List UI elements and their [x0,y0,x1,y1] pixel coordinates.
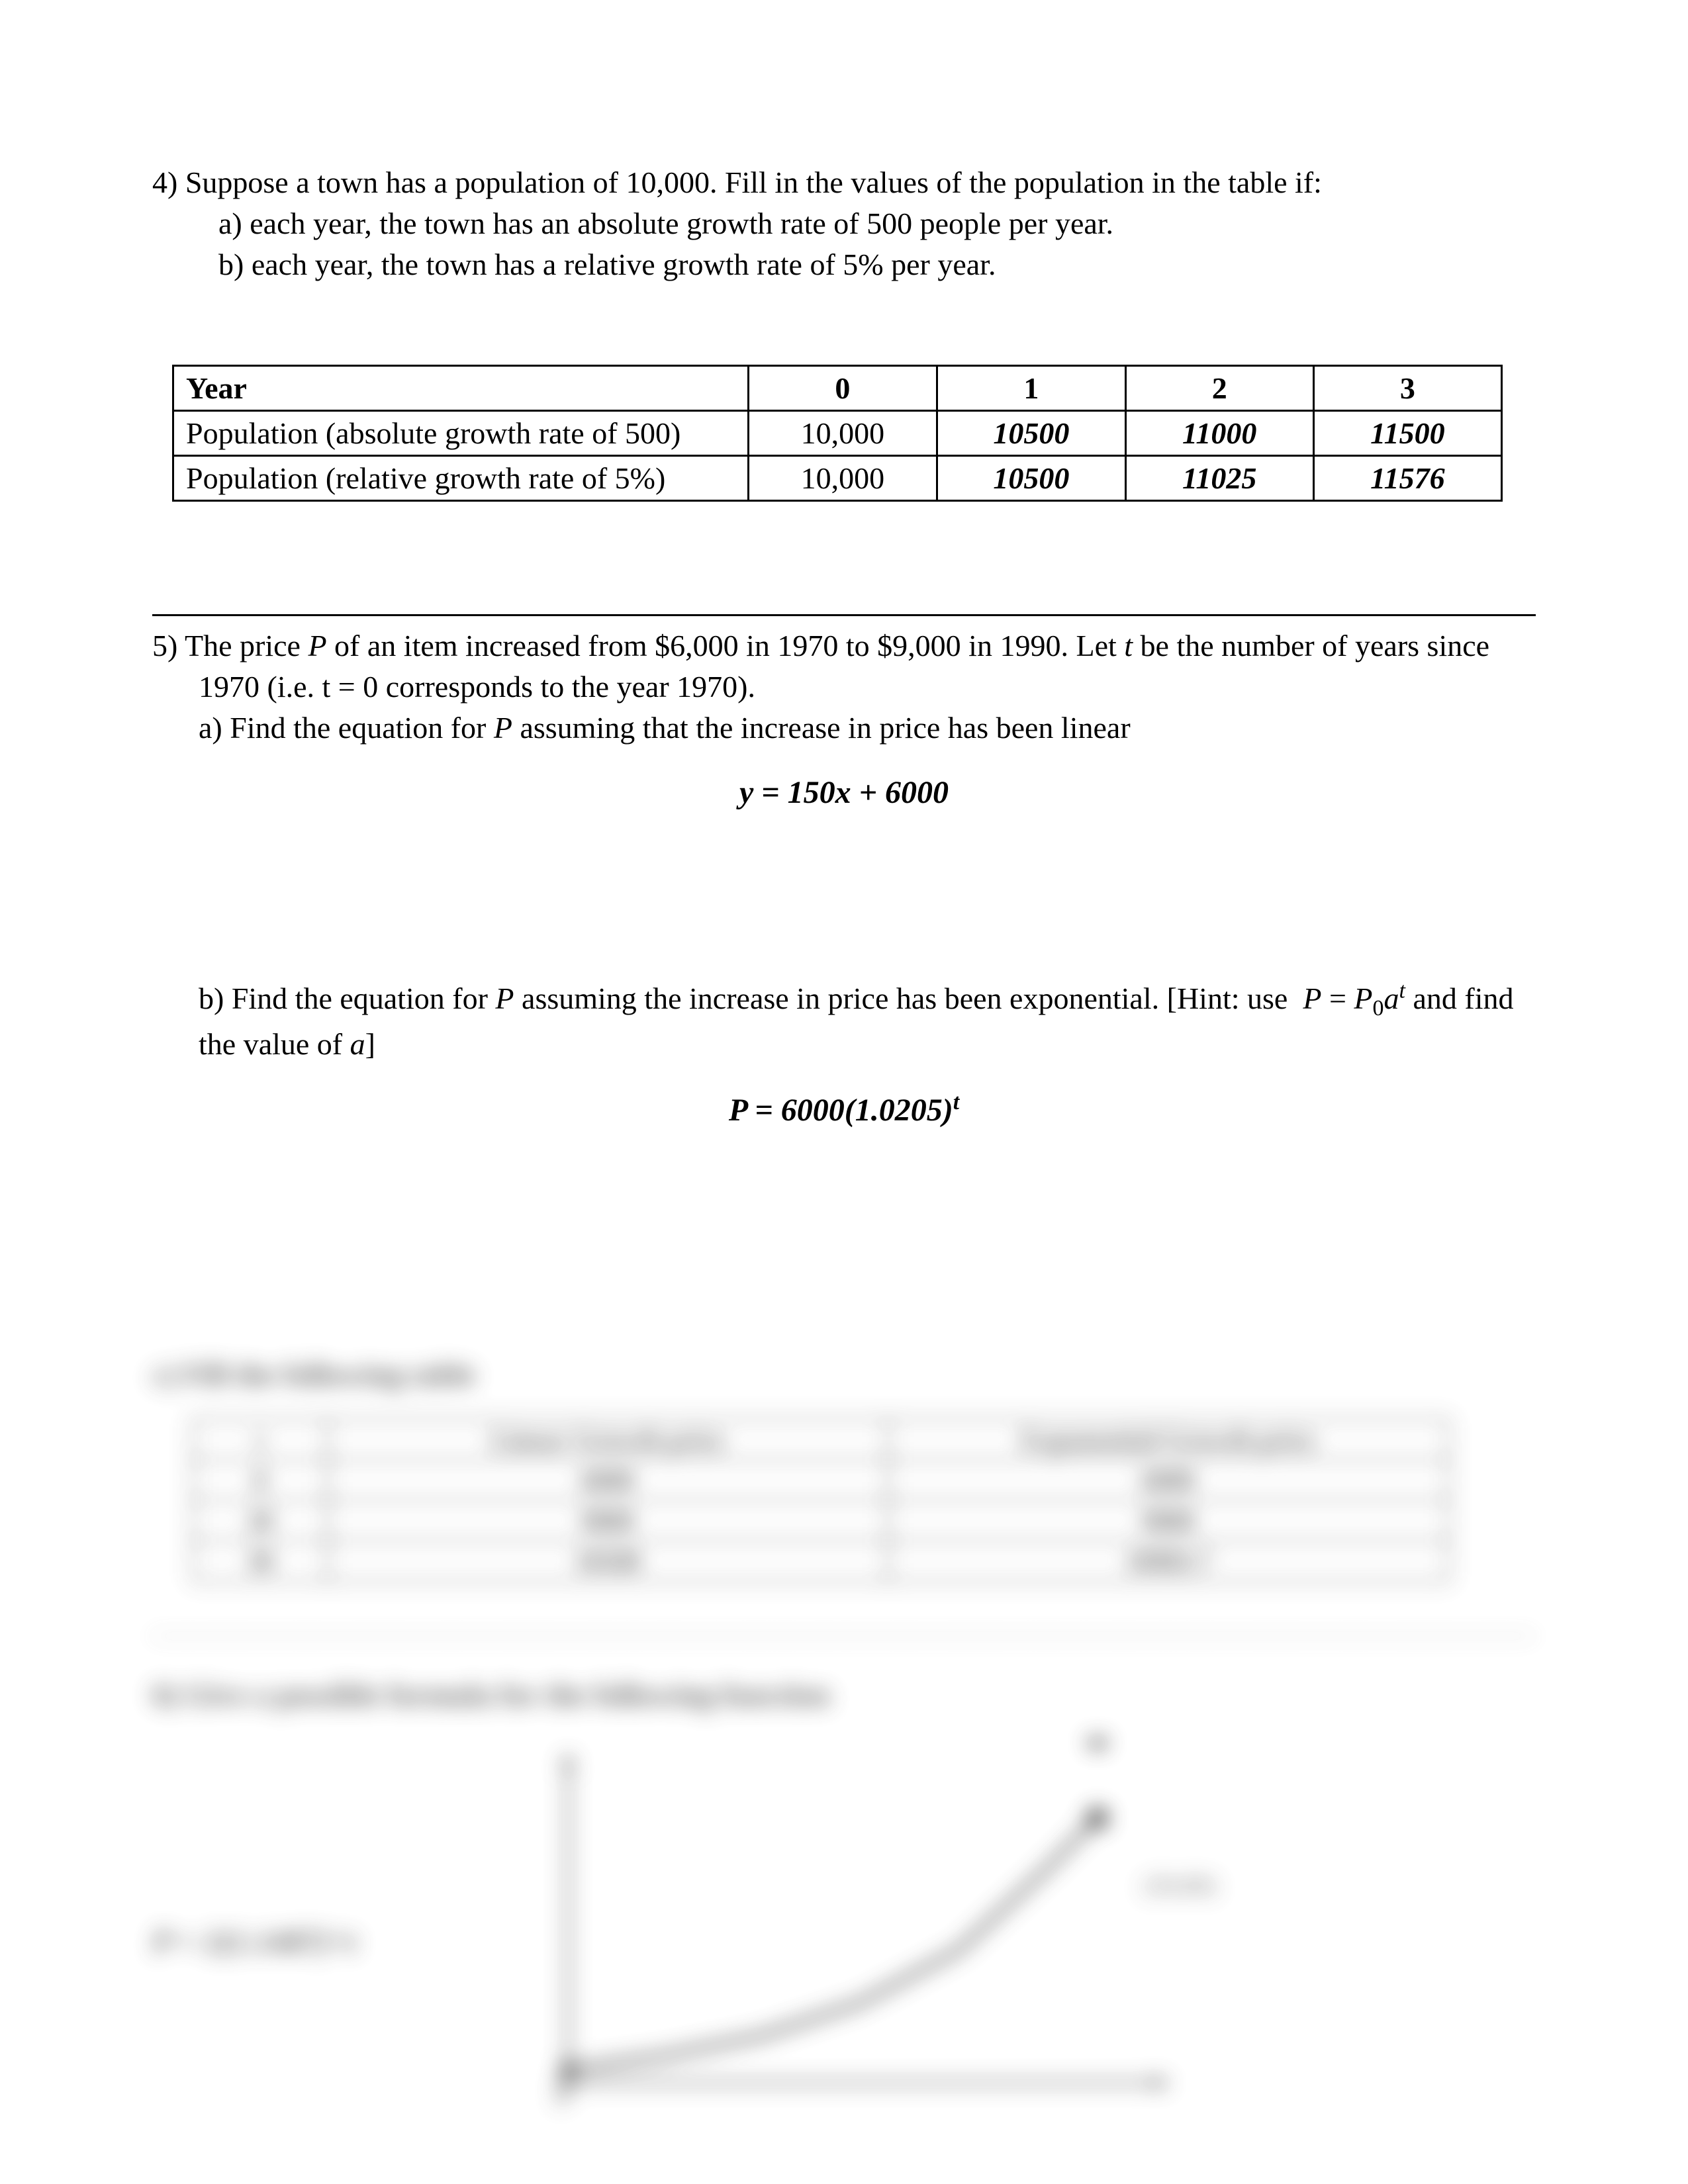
blurred-cell: 6000 [328,1460,888,1500]
blurred-cell: 20 [193,1500,328,1541]
table-row: Population (relative growth rate of 5%) … [173,456,1502,501]
chart-start-point [560,2062,576,2077]
table-row: Population (absolute growth rate of 500)… [173,411,1502,456]
q5-part-a: a) Find the equation for P assuming that… [152,707,1536,749]
chart-point-label: (30,80) [1143,1871,1217,1900]
blurred-cell: 6000 [888,1460,1448,1500]
q5-part-b-text: b) Find the equation for P assuming the … [199,981,1513,1015]
blurred-cell: 10500 [328,1541,888,1581]
q5-part-b: b) Find the equation for P assuming the … [152,976,1536,1066]
blurred-heading-6: 6) Give a possible formula for the follo… [152,1677,1536,1712]
q4-part-a: a) each year, the town has an absolute g… [152,203,1536,244]
table-row: Year 0 1 2 3 [173,366,1502,411]
q4-part-b: b) each year, the town has a relative gr… [152,244,1536,285]
blurred-cell: 10983.7 [888,1541,1448,1581]
blurred-separator [152,1635,1536,1637]
chart-end-point-dot [1087,1807,1108,1829]
blurred-cell: 0 [193,1460,328,1500]
blurred-table: t Linear Growth price Exponential Growth… [192,1418,1450,1582]
table-row: t Linear Growth price Exponential Growth… [193,1420,1449,1460]
table-row: 30 10500 10983.7 [193,1541,1449,1581]
blurred-th: Linear Growth price [328,1420,888,1460]
q4-table: Year 0 1 2 3 Population (absolute growth… [172,365,1503,502]
table-cell-answer: 11576 [1313,456,1501,501]
table-header-col: 0 [748,366,937,411]
table-header-col: 2 [1125,366,1313,411]
table-cell-answer: 11500 [1313,411,1501,456]
table-row-label: Population (absolute growth rate of 500) [173,411,749,456]
q5-block: 5) The price P of an item increased from… [152,625,1536,749]
chart-curve [568,1818,1098,2070]
table-header-col: 1 [937,366,1125,411]
q4-block: 4) Suppose a town has a population of 10… [152,162,1536,285]
table-header-col: 3 [1313,366,1501,411]
table-cell: 10,000 [748,456,937,501]
table-header-year: Year [173,366,749,411]
q5-part-b-text2: the value of a] [199,1024,1536,1065]
q5-equation-a: y = 150x + 6000 [152,774,1536,811]
chart-svg: 0 [528,1739,1190,2149]
q5-prompt-line1: 5) The price P of an item increased from… [152,629,1489,662]
blurred-cell: 30 [193,1541,328,1581]
chart-end-point [1087,1739,1108,1749]
chart-origin-label: 0 [555,2084,567,2112]
q5-eq-b-base: P = 6000(1.0205) [729,1093,953,1128]
page: 4) Suppose a town has a population of 10… [0,0,1688,2184]
blurred-cell: 9000 [328,1500,888,1541]
blurred-cell: 9000 [888,1500,1448,1541]
table-cell-answer: 11025 [1125,456,1313,501]
chart-x-arrow [1154,2076,1170,2089]
blurred-heading-c: c) Fill the following table [152,1357,1536,1392]
table-row: 0 6000 6000 [193,1460,1449,1500]
table-row: 20 9000 9000 [193,1500,1449,1541]
blurred-equation: P = 2(1.1487)^t [152,1924,356,1960]
blurred-th: t [193,1420,328,1460]
q5-prompt-line2: 1970 (i.e. t = 0 corresponds to the year… [152,666,1536,707]
table-cell-answer: 10500 [937,456,1125,501]
chart-y-arrow [561,1752,575,1768]
q5-eq-b-exp: t [953,1090,959,1115]
table-cell-answer: 11000 [1125,411,1313,456]
table-cell: 10,000 [748,411,937,456]
q4-prompt: 4) Suppose a town has a population of 10… [152,162,1536,203]
table-row-label: Population (relative growth rate of 5%) [173,456,749,501]
table-cell-answer: 10500 [937,411,1125,456]
q5-equation-b: P = 6000(1.0205)t [152,1090,1536,1128]
blurred-chart: 0 (30,80) [528,1739,1190,2149]
blurred-th: Exponential Growth price [888,1420,1448,1460]
blurred-bottom-row: P = 2(1.1487)^t 0 [152,1739,1536,2149]
separator-line [152,614,1536,616]
blurred-preview-region: c) Fill the following table t Linear Gro… [152,1357,1536,2149]
